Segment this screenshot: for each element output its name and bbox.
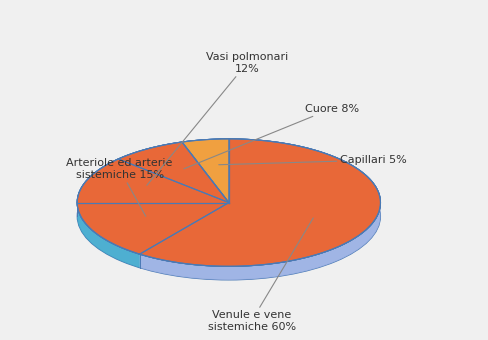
Text: Venule e vene
sistemiche 60%: Venule e vene sistemiche 60% xyxy=(207,218,313,332)
PathPatch shape xyxy=(77,139,381,266)
Text: Arteriole ed arterie
sistemiche 15%: Arteriole ed arterie sistemiche 15% xyxy=(66,158,173,216)
Text: Capillari 5%: Capillari 5% xyxy=(219,155,407,165)
PathPatch shape xyxy=(77,139,381,266)
Text: Cuore 8%: Cuore 8% xyxy=(184,104,359,169)
Polygon shape xyxy=(140,203,381,280)
Polygon shape xyxy=(77,203,140,268)
PathPatch shape xyxy=(77,139,381,266)
PathPatch shape xyxy=(77,139,381,266)
PathPatch shape xyxy=(77,139,229,254)
Text: Vasi polmonari
12%: Vasi polmonari 12% xyxy=(147,52,288,185)
Ellipse shape xyxy=(77,153,381,280)
